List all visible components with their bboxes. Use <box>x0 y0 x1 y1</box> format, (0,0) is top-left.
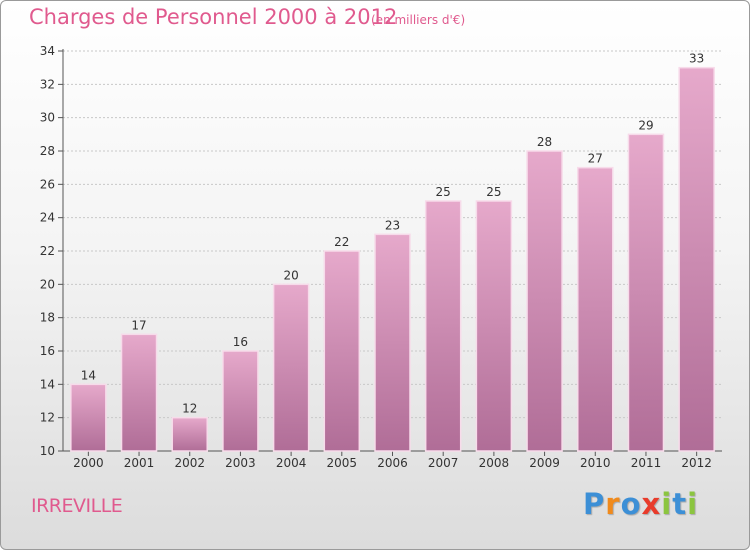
x-tick-label: 2008 <box>479 456 510 470</box>
y-tick-label: 34 <box>40 44 55 58</box>
logo-letter: t <box>672 487 688 521</box>
chart-title: Charges de Personnel 2000 à 2012 <box>29 5 398 29</box>
x-tick-label: 2000 <box>73 456 104 470</box>
bar <box>222 350 259 452</box>
data-label: 27 <box>588 152 603 166</box>
x-tick-label: 2003 <box>225 456 256 470</box>
bar <box>424 200 462 452</box>
chart-subtitle: (en milliers d'€) <box>371 13 466 27</box>
data-label: 25 <box>486 185 501 199</box>
bar <box>374 233 411 452</box>
y-tick-label: 32 <box>40 77 55 91</box>
data-label: 25 <box>436 185 451 199</box>
bar <box>171 416 208 452</box>
logo-letter: o <box>620 487 642 521</box>
bar <box>577 166 614 452</box>
data-label: 33 <box>689 52 704 66</box>
y-tick-label: 22 <box>40 244 55 258</box>
bar <box>526 150 563 452</box>
y-tick-label: 14 <box>40 377 55 391</box>
bars <box>70 66 715 452</box>
x-tick-label: 2007 <box>428 456 459 470</box>
data-label: 17 <box>131 318 146 332</box>
data-label: 20 <box>283 268 298 282</box>
y-tick-label: 28 <box>40 144 55 158</box>
y-tick-label: 16 <box>40 344 55 358</box>
bar <box>678 66 715 452</box>
data-label: 16 <box>233 335 248 349</box>
y-tick-labels: 10 12 14 16 18 20 22 24 26 28 30 32 34 <box>40 44 55 458</box>
commune-name: IRREVILLE <box>31 495 123 517</box>
y-tick-label: 24 <box>40 211 55 225</box>
y-tick-label: 10 <box>40 444 55 458</box>
data-label: 12 <box>182 402 197 416</box>
x-tick-label: 2011 <box>631 456 662 470</box>
x-tick-label: 2004 <box>276 456 307 470</box>
y-tick-label: 30 <box>40 111 55 125</box>
logo-letter: x <box>641 487 662 521</box>
x-tick-label: 2010 <box>580 456 611 470</box>
bar <box>627 133 665 452</box>
bar <box>272 283 310 452</box>
y-tick-label: 18 <box>40 311 55 325</box>
data-label: 28 <box>537 135 552 149</box>
y-tick-label: 12 <box>40 411 55 425</box>
logo-letter: P <box>583 487 606 521</box>
proxiti-logo: Proxiti <box>583 487 698 521</box>
bar <box>475 200 513 452</box>
data-label: 29 <box>638 118 653 132</box>
bar <box>120 333 158 452</box>
x-tick-label: 2012 <box>681 456 712 470</box>
x-tick-labels: 2000 2001 2002 2003 2004 2005 2006 2007 2008 2009… <box>73 456 712 470</box>
bar <box>70 383 107 452</box>
y-tick-label: 26 <box>40 177 55 191</box>
data-label: 22 <box>334 235 349 249</box>
data-label: 23 <box>385 218 400 232</box>
y-tick-label: 20 <box>40 277 55 291</box>
x-tick-label: 2001 <box>124 456 155 470</box>
x-tick-label: 2005 <box>327 456 358 470</box>
logo-letter: r <box>605 487 621 521</box>
data-labels: 14 17 12 16 20 22 23 25 25 28 27 29 33 <box>81 52 705 416</box>
bar <box>323 250 361 452</box>
logo-letter: i <box>687 487 699 521</box>
x-tick-label: 2006 <box>377 456 408 470</box>
x-tick-label: 2009 <box>529 456 560 470</box>
logo-letter: i <box>661 487 673 521</box>
x-tick-label: 2002 <box>174 456 205 470</box>
data-label: 14 <box>81 368 96 382</box>
